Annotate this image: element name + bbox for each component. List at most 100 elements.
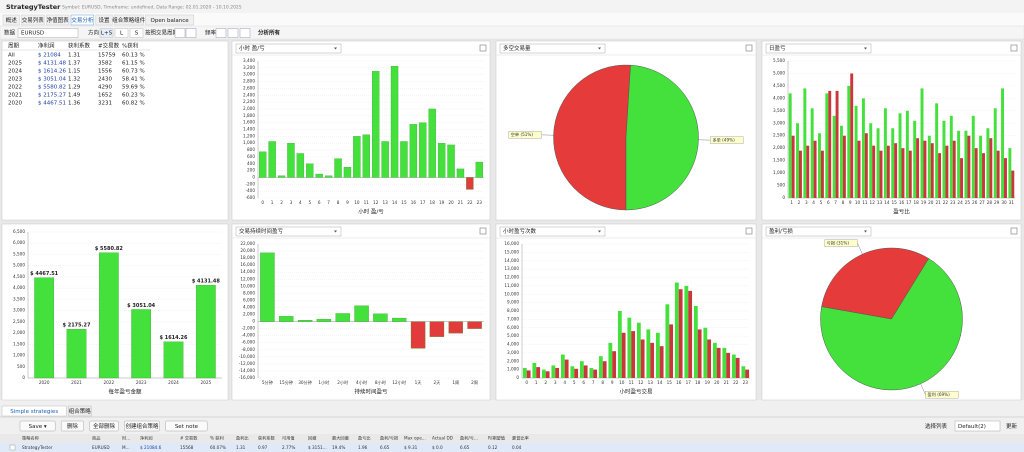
table-cell: 60.23 % xyxy=(122,93,145,99)
dropdown[interactable] xyxy=(17,28,79,38)
table-cell: 2023 xyxy=(8,77,22,83)
pie-slice xyxy=(821,247,930,320)
maximize-icon[interactable] xyxy=(1010,44,1018,52)
tab[interactable] xyxy=(21,14,45,26)
tab-label[interactable]: Open balance xyxy=(151,18,190,24)
button[interactable] xyxy=(89,420,119,432)
bar xyxy=(872,145,876,198)
tab[interactable] xyxy=(2,14,20,26)
dropdown-arrow xyxy=(334,230,337,233)
value-label: $ 5580.82 xyxy=(95,246,124,252)
tab[interactable] xyxy=(45,14,70,26)
bar xyxy=(1004,158,1007,198)
tab-label[interactable]: 净值图表 xyxy=(47,16,70,24)
direction-button[interactable] xyxy=(114,28,129,38)
bottom-tab[interactable] xyxy=(68,405,92,417)
direction-label[interactable]: S xyxy=(135,31,139,37)
icon-button[interactable] xyxy=(227,28,239,38)
chart-selector-label[interactable]: 交易持续时间盈亏 xyxy=(239,227,284,235)
table-cell: 3582 xyxy=(98,61,112,67)
chart-selector-label[interactable]: 盈利/亏损 xyxy=(769,227,793,235)
direction-label[interactable]: L+S xyxy=(101,31,113,37)
button-label[interactable]: Set note xyxy=(175,424,199,430)
tab[interactable] xyxy=(145,14,195,26)
x-tick-label: 16 xyxy=(899,200,905,205)
table-cell: 1.31 xyxy=(68,53,80,59)
bar xyxy=(526,370,531,378)
y-tick-label: 2,000 xyxy=(243,312,255,317)
dropdown-value[interactable]: Default(2) xyxy=(958,424,986,430)
x-tick-label: 6 xyxy=(827,200,830,205)
direction-label[interactable]: L xyxy=(120,31,124,37)
direction-button[interactable] xyxy=(129,28,144,38)
maximize-icon[interactable] xyxy=(479,44,487,52)
table-cell: StrategyTester xyxy=(22,445,53,450)
button[interactable] xyxy=(60,420,84,432)
bar xyxy=(957,130,961,198)
tab[interactable] xyxy=(70,14,95,26)
bar xyxy=(684,285,689,378)
direction-button[interactable] xyxy=(99,28,114,38)
row-checkbox[interactable] xyxy=(9,444,16,451)
bar xyxy=(864,133,868,198)
bar xyxy=(560,354,565,378)
icon-button[interactable] xyxy=(239,28,251,38)
button[interactable] xyxy=(19,420,56,432)
bar xyxy=(832,115,836,198)
bar xyxy=(835,90,839,198)
bar xyxy=(726,352,731,378)
chart-selector-label[interactable]: 小时 盈/亏 xyxy=(239,44,265,52)
chart-selector-label[interactable]: 多空交易量 xyxy=(503,44,531,52)
chart-selector[interactable] xyxy=(499,43,606,54)
table-cell: 6.65 xyxy=(380,445,390,450)
chart-selector[interactable] xyxy=(765,226,872,237)
maximize-icon[interactable] xyxy=(1010,227,1018,235)
chart-selector[interactable] xyxy=(235,43,342,54)
dropdown[interactable] xyxy=(954,420,1001,432)
icon-button[interactable] xyxy=(174,28,186,38)
x-tick-label: 20 xyxy=(448,200,454,205)
maximize-icon[interactable] xyxy=(479,227,487,235)
chart-selector-label[interactable]: 日盈亏 xyxy=(769,45,786,52)
y-tick-label: 1,500 xyxy=(773,158,785,163)
chart-selector[interactable] xyxy=(499,226,606,237)
chart-selector[interactable] xyxy=(235,226,342,237)
bottom-tab-label[interactable]: 组合策略 xyxy=(69,407,92,415)
tab-label[interactable]: 组合策略组件 xyxy=(112,16,146,24)
tab[interactable] xyxy=(95,14,113,26)
tab-label[interactable]: 概述 xyxy=(6,16,18,24)
update-button[interactable]: 更新 xyxy=(1006,422,1018,430)
button-label[interactable]: 全部删除 xyxy=(93,422,116,430)
maximize-icon[interactable] xyxy=(745,227,753,235)
chart-selector[interactable] xyxy=(765,43,872,54)
bar xyxy=(949,115,953,198)
button[interactable] xyxy=(124,420,160,432)
bar xyxy=(428,108,436,178)
button-label[interactable]: Save ▾ xyxy=(29,424,47,430)
maximize-icon[interactable] xyxy=(745,44,753,52)
table-cell: 60.07% xyxy=(210,445,226,450)
x-axis-label: 小时 盈/亏 xyxy=(358,208,384,216)
dropdown-value[interactable]: EURUSD xyxy=(21,31,44,37)
tab-label[interactable]: 设置 xyxy=(98,16,110,24)
button[interactable] xyxy=(165,420,208,432)
x-tick-label: 3 xyxy=(554,380,557,385)
y-tick-label: 4,500 xyxy=(773,83,785,88)
bar xyxy=(796,123,799,198)
chart-selector-label[interactable]: 小时盈亏次数 xyxy=(503,227,537,235)
x-tick-label: 21 xyxy=(724,380,730,385)
x-tick-label: 5 xyxy=(308,200,311,205)
tab-label[interactable]: 交易分析 xyxy=(71,16,94,24)
table-cell: 1652 xyxy=(98,93,112,99)
y-tick-label: 5,000 xyxy=(507,333,519,338)
analyze-all[interactable]: 分析所有 xyxy=(258,29,281,37)
button-label[interactable]: 创建组合策略 xyxy=(125,422,159,430)
tab-label[interactable]: 交易列表 xyxy=(22,16,45,24)
icon-button[interactable] xyxy=(185,28,197,38)
bottom-tab-label[interactable]: Simple strategies xyxy=(10,409,58,415)
panel xyxy=(1,40,229,221)
button-label[interactable]: 删除 xyxy=(67,422,79,430)
icon-button[interactable] xyxy=(215,28,227,38)
bottom-tab[interactable] xyxy=(1,405,67,417)
tab[interactable] xyxy=(113,14,144,26)
